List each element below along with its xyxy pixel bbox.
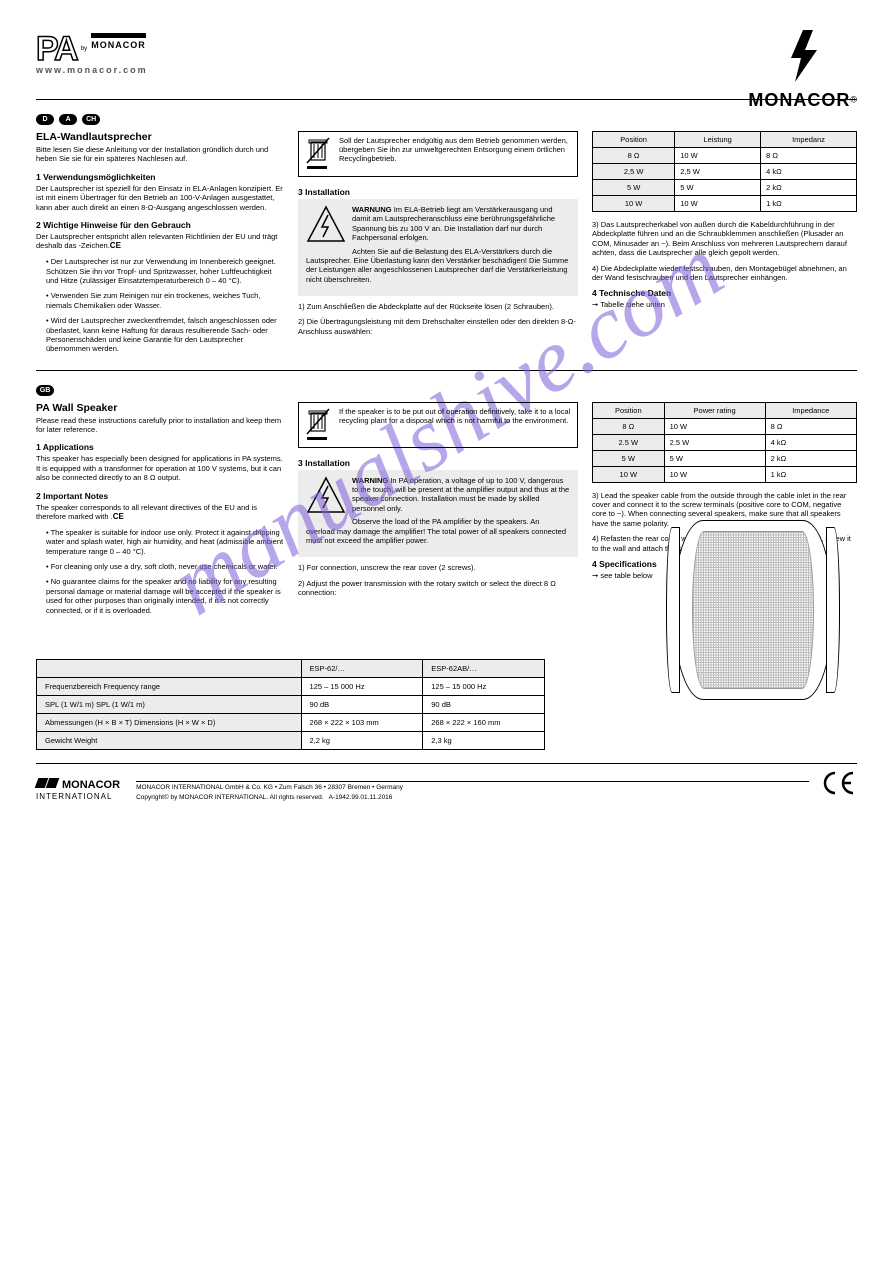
pill-gb: GB (36, 385, 54, 396)
s2p1-gb: The speaker corresponds to all relevant … (36, 503, 284, 522)
pa-url: www.monacor.com (36, 65, 148, 75)
specs-h0 (37, 659, 302, 677)
col3-de: PositionLeistungImpedanz 8 Ω10 W8 Ω 2,5 … (592, 131, 857, 360)
warning-icon (306, 205, 346, 250)
s3h-gb: 3 Installation (298, 458, 578, 468)
s2li1-gb: • The speaker is suitable for indoor use… (36, 528, 284, 556)
brand-name: MONACOR (748, 90, 850, 110)
lang-pills-gb: GB (36, 385, 857, 396)
s3p1b-de: 2) Die Übertragungsleistung mit dem Dreh… (298, 317, 578, 336)
footer-ref: A-1942.99.01.11.2016 (329, 794, 393, 801)
ce-mark-icon (821, 770, 857, 802)
s3p1a-de: 1) Zum Anschließen die Abdeckplatte auf … (298, 302, 578, 311)
s1h-de: 1 Verwendungsmöglichkeiten (36, 172, 284, 182)
s4ref-de: ➞ Tabelle siehe unten (592, 300, 857, 309)
reg-mark: ® (850, 95, 857, 105)
weee-icon (305, 136, 331, 174)
s4h-de: 4 Technische Daten (592, 288, 857, 298)
s3p1a-gb: 1) For connection, unscrew the rear cove… (298, 563, 578, 572)
s2li3-gb: • No guarantee claims for the speaker an… (36, 577, 284, 615)
product-illustration (673, 520, 853, 720)
col2-de: Soll der Lautsprecher endgültig aus dem … (298, 131, 578, 360)
weee-icon (305, 407, 331, 445)
weee-text-gb: If the speaker is to be put out of opera… (339, 407, 570, 425)
s2p1-de: Der Lautsprecher entspricht allen releva… (36, 232, 284, 251)
title-de: ELA-Wandlautsprecher (36, 131, 284, 143)
s2li3-de: • Wird der Lautsprecher zweckentfremdet,… (36, 316, 284, 354)
footer-logo: MONACOR INTERNATIONAL (36, 778, 120, 802)
pa-text: PA (36, 30, 77, 68)
warn-p2-gb: Observe the load of the PA amplifier by … (306, 517, 570, 545)
warning-box-gb: WARNING In PA operation, a voltage of up… (298, 470, 578, 558)
footer: MONACOR INTERNATIONAL MONACOR INTERNATIO… (36, 763, 857, 802)
lang-pills-de: D A CH (36, 114, 857, 125)
weee-text-de: Soll der Lautsprecher endgültig aus dem … (339, 136, 568, 163)
pa-by: by (81, 46, 87, 52)
footer-addr: MONACOR INTERNATIONAL GmbH & Co. KG • Zu… (136, 784, 809, 792)
s2li2-de: • Verwenden Sie zum Reinigen nur ein tro… (36, 291, 284, 310)
section-de: ELA-Wandlautsprecher Bitte lesen Sie die… (36, 131, 857, 360)
warn-head-de: WARNUNG (352, 205, 392, 214)
s1h-gb: 1 Applications (36, 442, 284, 452)
monacor-logo: MONACOR® (748, 30, 857, 111)
s3p1b-gb: 2) Adjust the power transmission with th… (298, 579, 578, 598)
s3p3-de: 4) Die Abdeckplatte wieder festschrauben… (592, 264, 857, 283)
specs-h2: ESP-62AB/… (423, 659, 545, 677)
pill-d: D (36, 114, 54, 125)
s1p-de: Der Lautsprecher ist speziell für den Ei… (36, 184, 284, 212)
pill-a: A (59, 114, 77, 125)
weee-box-gb: If the speaker is to be put out of opera… (298, 402, 578, 448)
warn-head-gb: WARNING (352, 476, 388, 485)
page: PA by MONACOR www.monacor.com MONACOR® m… (0, 0, 893, 820)
ce-inline-icon: CE (113, 512, 124, 521)
footer-text: MONACOR INTERNATIONAL GmbH & Co. KG • Zu… (136, 781, 809, 802)
intro-gb: Please read these instructions carefully… (36, 416, 284, 435)
specs-table: ESP-62/… ESP-62AB/… Frequenzbereich Freq… (36, 659, 545, 750)
s2li1-de: • Der Lautsprecher ist nur zur Verwendun… (36, 257, 284, 285)
bolt-icon (748, 30, 857, 90)
s2h-de: 2 Wichtige Hinweise für den Gebrauch (36, 220, 284, 230)
warn-p2-de: Achten Sie auf die Belastung des ELA-Ver… (306, 247, 570, 285)
pill-ch: CH (82, 114, 100, 125)
pa-monacor: MONACOR (91, 33, 146, 50)
weee-box-de: Soll der Lautsprecher endgültig aus dem … (298, 131, 578, 177)
col1-gb: PA Wall Speaker Please read these instru… (36, 402, 284, 621)
footer-copy: Copyright© by MONACOR INTERNATIONAL. All… (136, 794, 323, 801)
power-table-de: PositionLeistungImpedanz 8 Ω10 W8 Ω 2,5 … (592, 131, 857, 212)
s2li2-gb: • For cleaning only use a dry, soft clot… (36, 562, 284, 571)
ce-inline-icon: CE (110, 241, 121, 250)
specs-h1: ESP-62/… (301, 659, 423, 677)
separator (36, 370, 857, 371)
title-gb: PA Wall Speaker (36, 402, 284, 414)
power-table-gb: PositionPower ratingImpedance 8 Ω10 W8 Ω… (592, 402, 857, 483)
warning-icon (306, 476, 346, 521)
s3p2-de: 3) Das Lautsprecherkabel von außen durch… (592, 220, 857, 258)
intro-de: Bitte lesen Sie diese Anleitung vor der … (36, 145, 284, 164)
col2-gb: If the speaker is to be put out of opera… (298, 402, 578, 621)
s2h-gb: 2 Important Notes (36, 491, 284, 501)
col1-de: ELA-Wandlautsprecher Bitte lesen Sie die… (36, 131, 284, 360)
warning-box-de: WARNUNG Im ELA-Betrieb liegt am Verstärk… (298, 199, 578, 296)
header: PA by MONACOR www.monacor.com MONACOR® (36, 30, 857, 100)
pa-logo: PA by MONACOR www.monacor.com (36, 30, 148, 75)
s1p-gb: This speaker has especially been designe… (36, 454, 284, 482)
s3h-de: 3 Installation (298, 187, 578, 197)
